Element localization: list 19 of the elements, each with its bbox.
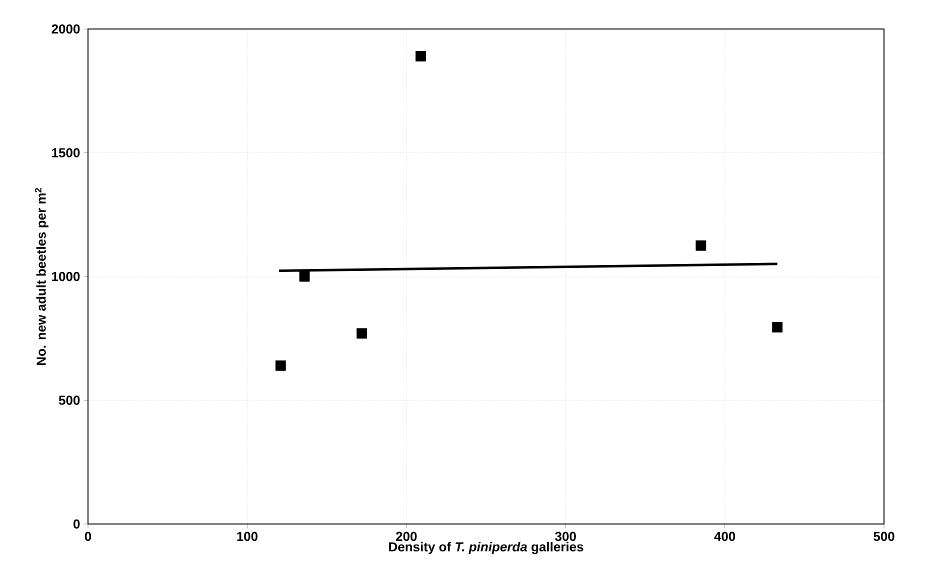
y-tick-label: 1500 [52, 148, 80, 158]
x-tick-label: 300 [555, 532, 576, 542]
point [416, 51, 426, 62]
point [275, 360, 286, 371]
y-tick-label: 2000 [52, 24, 80, 34]
x-tick-label: 200 [396, 532, 417, 542]
point [696, 240, 706, 251]
x-tick-label: 100 [237, 532, 258, 542]
point [772, 322, 783, 332]
x-tick-label: 500 [874, 532, 894, 542]
x-tick-label: 400 [714, 532, 736, 542]
y-axis-title: No. new adult beetles per m$^{2}$ [35, 188, 48, 365]
point [299, 271, 310, 282]
x-axis-title: Density of T. piniperda galleries [389, 542, 584, 554]
y-tick-label: 0 [73, 519, 80, 529]
y-tick-label: 500 [58, 396, 80, 405]
x-tick-label: 0 [84, 532, 92, 542]
y-tick-label: 1000 [52, 272, 80, 282]
point [356, 328, 368, 339]
